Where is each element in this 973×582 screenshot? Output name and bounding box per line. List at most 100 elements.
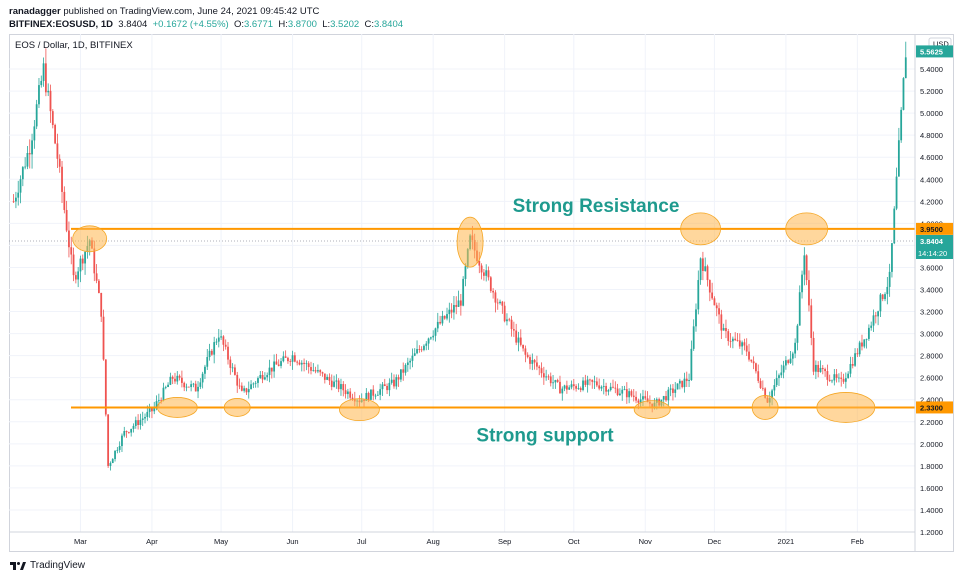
candle-body xyxy=(750,359,753,362)
candle-body xyxy=(116,449,119,451)
candle-body xyxy=(494,292,497,303)
symbol-line: BITFINEX:EOSUSD, 1D 3.8404 +0.1672 (+4.5… xyxy=(9,18,403,31)
candle xyxy=(68,221,70,258)
candle xyxy=(328,373,331,386)
candle xyxy=(748,343,750,362)
candle xyxy=(708,279,711,302)
candle xyxy=(144,413,146,424)
key-levels: Strong Resistance Strong support xyxy=(71,196,915,446)
candle-body xyxy=(44,63,47,93)
candle-body xyxy=(773,385,776,391)
candle xyxy=(614,381,617,394)
candle xyxy=(821,365,824,375)
candle xyxy=(727,328,730,346)
candle-body xyxy=(111,459,114,464)
candle-body xyxy=(870,325,873,328)
candle-body xyxy=(312,370,315,372)
candle-body xyxy=(524,348,527,355)
candle-body xyxy=(141,418,144,420)
candle-body xyxy=(277,364,280,366)
candle-body xyxy=(432,335,435,338)
candle-body xyxy=(19,179,22,193)
candle-body xyxy=(669,388,672,390)
candle-body xyxy=(501,301,504,306)
candle-body xyxy=(134,420,137,426)
candle-body xyxy=(280,361,282,366)
candle xyxy=(665,391,667,402)
candle-body xyxy=(181,377,183,383)
candle-body xyxy=(93,248,96,274)
candle-body xyxy=(828,379,831,381)
candle xyxy=(496,298,499,310)
candle-body xyxy=(393,379,395,387)
brand-label[interactable]: TradingView xyxy=(30,560,86,571)
candle-body xyxy=(628,391,631,398)
candle-body xyxy=(367,392,370,400)
candle xyxy=(607,388,610,396)
candle-body xyxy=(418,349,421,350)
candle-body xyxy=(107,414,110,466)
y-tick-label: 2.2000 xyxy=(920,418,943,427)
candle xyxy=(58,154,61,173)
candle-body xyxy=(492,290,495,293)
candle xyxy=(74,271,77,284)
candle-body xyxy=(72,254,75,276)
y-tick-label: 3.4000 xyxy=(920,286,943,295)
candle-body xyxy=(623,389,626,390)
candle xyxy=(667,386,670,406)
candle-body xyxy=(247,389,250,393)
candle-body xyxy=(499,301,501,304)
candle-body xyxy=(702,258,704,271)
candle xyxy=(685,371,688,387)
candle xyxy=(330,374,333,391)
author-name[interactable]: ranadagger xyxy=(9,6,61,17)
candle-body xyxy=(545,376,548,378)
publish-line: ranadagger published on TradingView.com,… xyxy=(9,5,403,18)
candle-body xyxy=(164,386,167,388)
candle xyxy=(591,379,594,389)
candle xyxy=(277,359,280,367)
candle xyxy=(900,107,903,143)
candle xyxy=(609,382,612,392)
candle xyxy=(628,388,631,404)
candle-body xyxy=(351,397,354,400)
candle xyxy=(690,340,693,381)
candle-body xyxy=(676,383,679,390)
candle-body xyxy=(798,292,801,326)
price-chart[interactable]: EOS / Dollar, 1D, BITFINEX Strong Resist… xyxy=(9,34,954,552)
candle-body xyxy=(330,380,333,387)
candle-body xyxy=(849,364,852,374)
candle-body xyxy=(63,191,66,210)
candle xyxy=(586,375,589,393)
candle-body xyxy=(526,354,529,358)
candle-body xyxy=(478,261,481,266)
candle xyxy=(734,332,737,342)
candle xyxy=(206,348,209,370)
candle-body xyxy=(222,336,225,345)
candle-body xyxy=(840,377,843,379)
candle xyxy=(741,340,743,355)
candle-body xyxy=(121,435,123,447)
candle xyxy=(702,251,704,281)
candle xyxy=(70,236,73,265)
candle xyxy=(738,333,741,349)
candle xyxy=(861,334,863,351)
candle xyxy=(879,292,882,318)
candle-body xyxy=(579,388,582,391)
candle-body xyxy=(619,393,621,396)
candle-body xyxy=(515,330,518,343)
candle-body xyxy=(522,344,524,349)
candle-body xyxy=(582,380,584,391)
candle-body xyxy=(621,389,624,394)
candle-body xyxy=(243,388,246,391)
candle xyxy=(321,371,324,377)
candle-body xyxy=(808,280,810,306)
candle-body xyxy=(540,368,543,374)
candle xyxy=(17,180,20,206)
candle xyxy=(884,292,886,302)
candle-body xyxy=(637,400,640,403)
candle xyxy=(134,416,137,429)
candle-body xyxy=(443,315,446,319)
candle-body xyxy=(612,386,614,388)
y-tick-label: 5.0000 xyxy=(920,109,943,118)
